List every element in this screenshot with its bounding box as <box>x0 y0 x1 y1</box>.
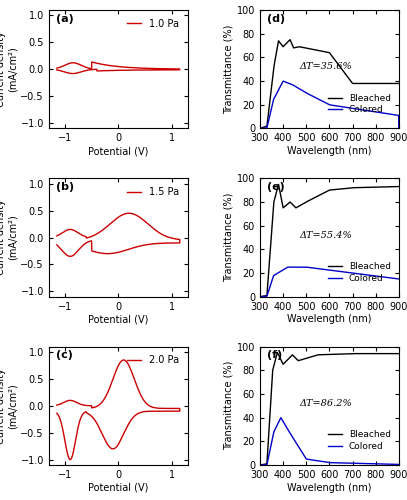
Text: ΔT=35.6%: ΔT=35.6% <box>299 62 352 72</box>
Text: (e): (e) <box>267 182 284 192</box>
X-axis label: Potential (V): Potential (V) <box>88 146 149 156</box>
Y-axis label: Current density
(mA/cm²): Current density (mA/cm²) <box>0 368 18 444</box>
Legend: Bleached, Colored: Bleached, Colored <box>324 426 394 454</box>
Legend: 1.0 Pa: 1.0 Pa <box>123 15 183 32</box>
Text: (a): (a) <box>56 14 74 24</box>
Text: (d): (d) <box>267 14 285 24</box>
Text: (c): (c) <box>56 350 73 360</box>
X-axis label: Wavelength (nm): Wavelength (nm) <box>287 482 372 492</box>
X-axis label: Wavelength (nm): Wavelength (nm) <box>287 314 372 324</box>
Y-axis label: Transmittance (%): Transmittance (%) <box>224 193 234 282</box>
Y-axis label: Current density
(mA/cm²): Current density (mA/cm²) <box>0 32 18 107</box>
Legend: 2.0 Pa: 2.0 Pa <box>123 352 183 369</box>
Y-axis label: Current density
(mA/cm²): Current density (mA/cm²) <box>0 200 18 276</box>
X-axis label: Potential (V): Potential (V) <box>88 482 149 492</box>
Legend: 1.5 Pa: 1.5 Pa <box>123 183 183 201</box>
X-axis label: Wavelength (nm): Wavelength (nm) <box>287 146 372 156</box>
Text: (b): (b) <box>56 182 74 192</box>
Y-axis label: Transmittance (%): Transmittance (%) <box>224 361 234 450</box>
Text: ΔT=55.4%: ΔT=55.4% <box>299 230 352 239</box>
Text: ΔT=86.2%: ΔT=86.2% <box>299 399 352 408</box>
Legend: Bleached, Colored: Bleached, Colored <box>324 90 394 118</box>
Text: (f): (f) <box>267 350 282 360</box>
X-axis label: Potential (V): Potential (V) <box>88 314 149 324</box>
Legend: Bleached, Colored: Bleached, Colored <box>324 258 394 286</box>
Y-axis label: Transmittance (%): Transmittance (%) <box>224 24 234 114</box>
